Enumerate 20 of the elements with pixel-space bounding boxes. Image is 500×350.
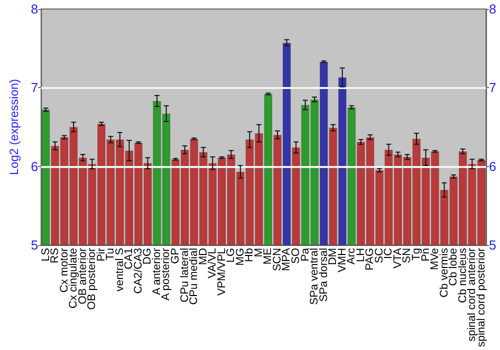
x-tick-label: A posterior xyxy=(160,248,172,301)
x-tick-label: GP xyxy=(170,248,182,264)
x-tick-label: OB anterior xyxy=(76,248,89,304)
x-tick-label: RS xyxy=(49,248,62,264)
x-tick-label: IC xyxy=(382,248,395,259)
y-tick-label: 5 xyxy=(30,237,38,252)
x-tick-label: CPu medial xyxy=(188,248,200,305)
x-tick-label: Arc xyxy=(346,247,358,264)
y2-tick-label: 8 xyxy=(489,2,496,16)
y-axis-title: Log2 (expression) xyxy=(7,78,21,176)
x-tick-label: SPa dorsal xyxy=(318,248,330,302)
y-tick-label: 8 xyxy=(30,2,38,16)
y-tick-label: 7 xyxy=(30,80,38,96)
y-tick-label: 6 xyxy=(30,158,38,174)
y2-tick-label: 7 xyxy=(489,80,496,96)
x-tick-label: MVe xyxy=(429,248,442,270)
x-tick-label: SCN xyxy=(271,248,284,272)
y2-tick-label: 5 xyxy=(489,237,496,252)
x-tick-label: SC xyxy=(373,248,386,264)
y2-tick-label: 6 xyxy=(489,158,496,174)
